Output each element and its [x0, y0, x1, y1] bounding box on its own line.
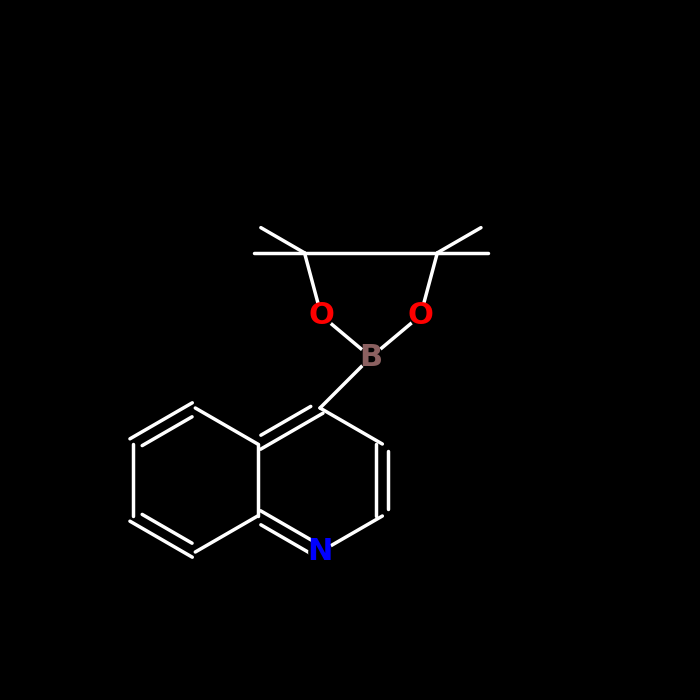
Text: B: B	[359, 342, 382, 372]
Point	[316, 310, 327, 321]
Point	[314, 547, 326, 558]
Text: O: O	[308, 301, 334, 330]
Text: N: N	[307, 538, 332, 566]
Point	[415, 310, 426, 321]
Text: O: O	[407, 301, 433, 330]
Point	[365, 351, 377, 363]
